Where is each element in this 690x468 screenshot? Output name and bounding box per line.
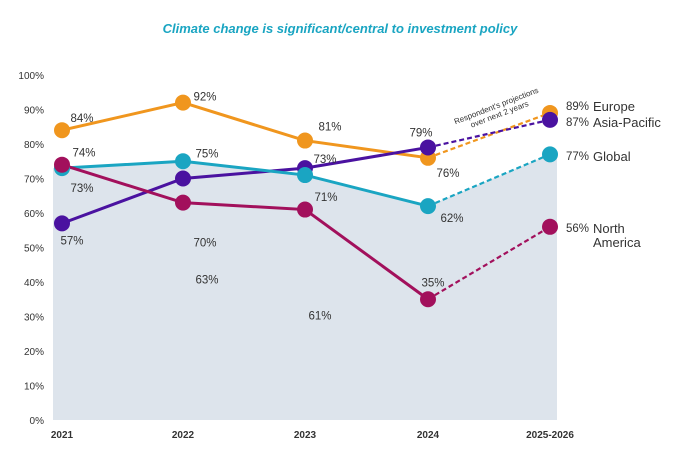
projection-line <box>427 153 551 208</box>
data-label: 77% <box>566 151 589 163</box>
series-name-label: Global <box>593 149 631 164</box>
projection-line <box>427 118 551 149</box>
shaded-area <box>53 154 557 420</box>
y-tick-label: 10% <box>24 382 44 393</box>
data-label: 87% <box>566 117 589 129</box>
series-line <box>61 163 429 301</box>
data-label: 92% <box>193 92 216 104</box>
y-tick-label: 60% <box>24 209 44 220</box>
data-label: 75% <box>195 148 218 160</box>
x-tick-label: 2023 <box>294 430 317 441</box>
y-tick-label: 20% <box>24 347 44 358</box>
data-label: 79% <box>409 127 432 139</box>
data-label: 71% <box>314 192 337 204</box>
data-label: 35% <box>421 277 444 289</box>
y-tick-label: 0% <box>30 416 45 427</box>
y-tick-label: 50% <box>24 244 44 255</box>
data-label: 73% <box>313 154 336 166</box>
data-label: 57% <box>60 235 83 247</box>
series-name-label: North <box>593 221 625 236</box>
data-point <box>54 156 70 173</box>
x-tick-label: 2024 <box>417 430 440 441</box>
y-tick-label: 80% <box>24 140 44 151</box>
data-label: 61% <box>308 311 331 323</box>
data-label: 74% <box>72 148 95 160</box>
x-tick-label: 2021 <box>51 430 74 441</box>
data-point <box>542 111 558 128</box>
series-name-label: America <box>593 235 641 250</box>
data-label: 62% <box>440 213 463 225</box>
data-label: 70% <box>193 238 216 250</box>
series-line <box>61 159 429 208</box>
y-tick-label: 40% <box>24 278 44 289</box>
y-tick-label: 90% <box>24 106 44 117</box>
y-tick-label: 30% <box>24 313 44 324</box>
x-tick-label: 2022 <box>172 430 195 441</box>
y-tick-label: 100% <box>18 71 44 82</box>
data-label: 89% <box>566 101 589 113</box>
projection-note: Respondent's projectionsover next 2 year… <box>453 86 543 135</box>
data-point <box>420 198 436 215</box>
data-point <box>175 153 191 170</box>
data-point <box>297 201 313 218</box>
data-label: 63% <box>195 275 218 287</box>
x-tick-label: 2025-2026 <box>526 430 574 441</box>
chart-title: Climate change is significant/central to… <box>163 21 518 36</box>
data-label: 76% <box>436 168 459 180</box>
series-line <box>61 145 429 225</box>
data-label: 73% <box>70 183 93 195</box>
data-point <box>420 139 436 156</box>
projection-line <box>427 111 551 159</box>
data-point <box>54 215 70 232</box>
series-name-label: Europe <box>593 99 635 114</box>
data-label: 84% <box>70 113 93 125</box>
data-point <box>175 94 191 111</box>
series-line <box>61 101 429 160</box>
series-name-label: Asia-Pacific <box>593 115 661 130</box>
data-point <box>175 170 191 187</box>
data-point <box>420 291 436 308</box>
data-label: 81% <box>318 122 341 134</box>
data-point <box>542 218 558 235</box>
data-point <box>297 167 313 184</box>
y-tick-label: 70% <box>24 175 44 186</box>
data-point <box>297 132 313 149</box>
data-point <box>175 194 191 211</box>
data-point <box>542 146 558 163</box>
data-point <box>54 122 70 139</box>
data-label: 56% <box>566 223 589 235</box>
